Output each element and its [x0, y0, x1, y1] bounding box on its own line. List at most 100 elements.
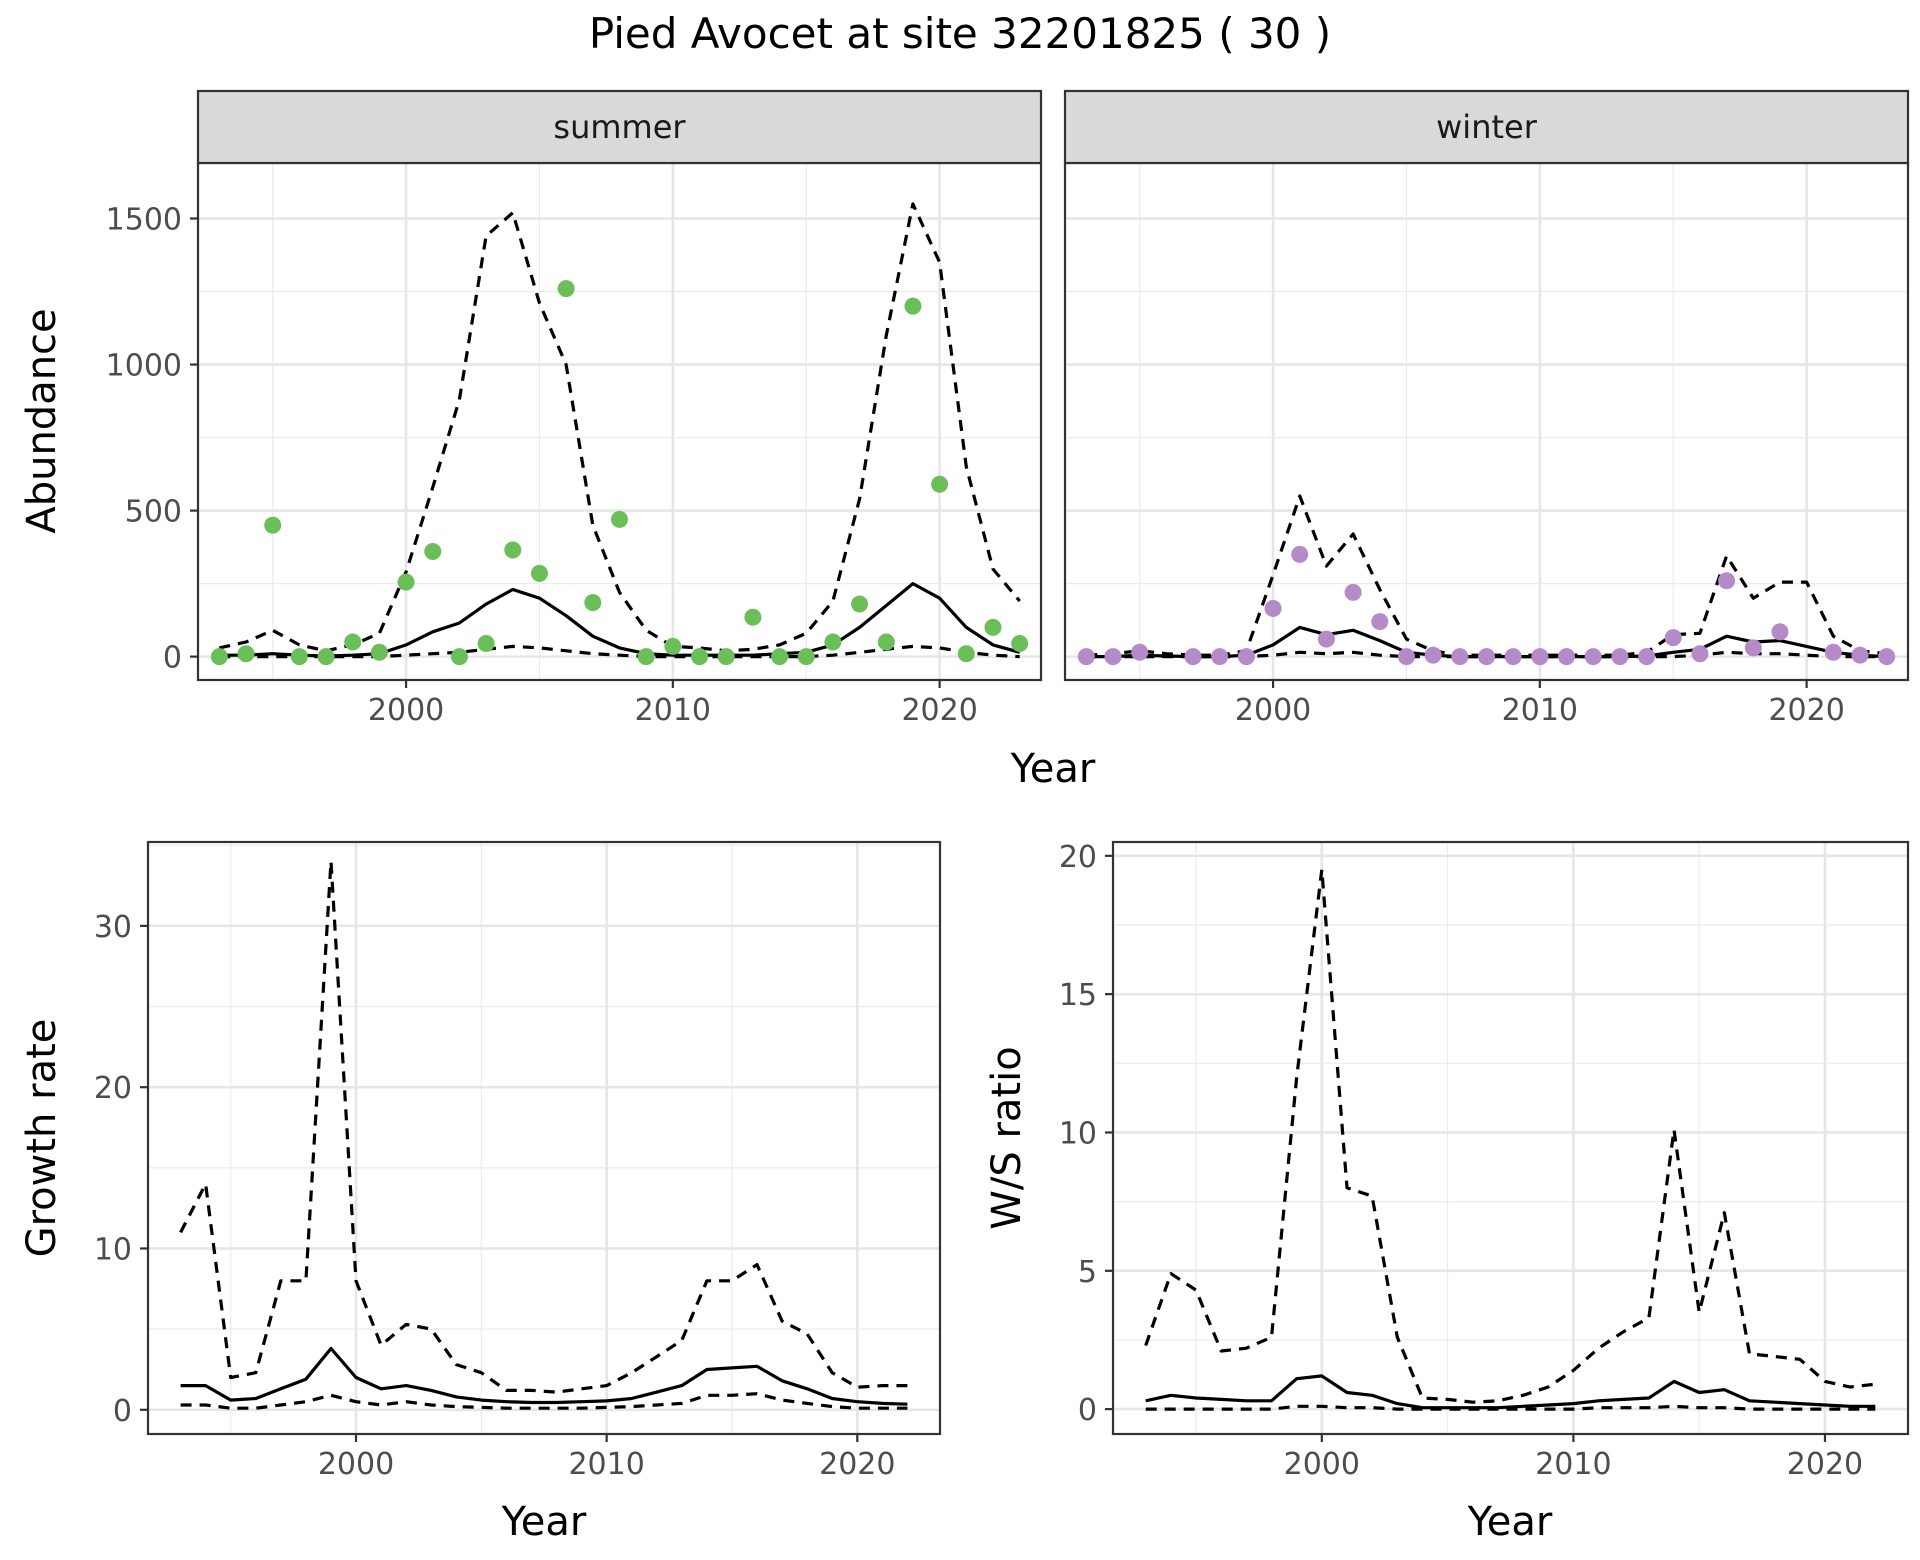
- abundance-winter-observed-point: [1558, 648, 1576, 666]
- abundance-summer-observed-point: [984, 618, 1002, 636]
- ratio-y-tick-label: 5: [1078, 1255, 1097, 1290]
- abundance-winter-panel: winter 2000 2010 2020: [1063, 89, 1910, 728]
- abundance-winter-observed-point: [1237, 648, 1255, 666]
- abundance-winter-x-tick-label: 2010: [1502, 693, 1578, 728]
- abundance-summer-panel: summer 2000 2010 2020 0 500 1000 1500: [106, 89, 1043, 728]
- growth-x-tick-label: 2010: [568, 1447, 644, 1482]
- abundance-summer-observed-point: [530, 564, 548, 582]
- abundance-winter-observed-point: [1104, 648, 1122, 666]
- growth-y-tick-label: 10: [94, 1232, 132, 1267]
- abundance-winter-observed-point: [1291, 545, 1309, 563]
- abundance-summer-observed-point: [424, 542, 442, 560]
- ratio-series-median-line: [1145, 1374, 1876, 1410]
- abundance-summer-y-tick-label: 0: [163, 641, 182, 676]
- growth-panel: 2000 2010 2020 0 10 20 30: [94, 840, 942, 1482]
- abundance-summer-observed-point: [1011, 634, 1029, 652]
- abundance-summer-observed-point: [264, 516, 282, 534]
- abundance-summer-observed-point: [344, 633, 362, 651]
- ratio-x-tick-label: 2020: [1787, 1447, 1863, 1482]
- abundance-summer-x-tick-label: 2000: [368, 693, 444, 728]
- abundance-winter-panel-border: [1063, 161, 1910, 682]
- abundance-summer-panel-border: [196, 161, 1043, 682]
- abundance-summer-observed-point: [744, 608, 762, 626]
- abundance-winter-observed-point: [1771, 623, 1789, 641]
- abundance-winter-observed-point: [1451, 648, 1469, 666]
- abundance-summer-y-tick-label: 1500: [106, 202, 182, 237]
- abundance-summer-observed-point: [691, 648, 709, 666]
- abundance-winter-observed-point: [1584, 648, 1602, 666]
- abundance-summer-observed-point: [824, 633, 842, 651]
- abundance-summer-observed-point: [904, 297, 922, 315]
- abundance-winter-observed-point: [1397, 648, 1415, 666]
- abundance-winter-observed-point: [1264, 599, 1282, 617]
- abundance-winter-observed-point: [1131, 643, 1149, 661]
- ratio-x-tick-label: 2000: [1284, 1447, 1360, 1482]
- abundance-summer-observed-point: [584, 594, 602, 612]
- abundance-winter-observed-point: [1744, 639, 1762, 657]
- chart-title: Pied Avocet at site 32201825 ( 30 ): [589, 9, 1331, 58]
- abundance-summer-observed-point: [504, 541, 522, 559]
- abundance-winter-observed-point: [1878, 648, 1896, 666]
- abundance-summer-observed-point: [370, 643, 388, 661]
- abundance-summer-observed-point: [664, 637, 682, 655]
- ratio-x-tick-label: 2010: [1535, 1447, 1611, 1482]
- abundance-winter-observed-point: [1184, 648, 1202, 666]
- growth-y-axis-title: Growth rate: [19, 1019, 65, 1258]
- abundance-summer-observed-point: [611, 510, 628, 528]
- abundance-summer-observed-point: [210, 648, 228, 666]
- abundance-winter-observed-point: [1691, 645, 1709, 663]
- abundance-winter-observed-point: [1824, 643, 1842, 661]
- abundance-summer-x-tick-label: 2010: [635, 693, 711, 728]
- ratio-y-tick-label: 0: [1078, 1393, 1097, 1428]
- growth-y-tick-label: 20: [94, 1071, 132, 1106]
- abundance-winter-series-upper-line: [1086, 494, 1887, 657]
- abundance-summer-y-tick-label: 500: [125, 495, 182, 530]
- abundance-x-axis-title: Year: [1010, 746, 1096, 792]
- abundance-winter-strip: [1063, 89, 1910, 165]
- abundance-summer-observed-point: [851, 595, 869, 613]
- ratio-y-axis-title: W/S ratio: [984, 1046, 1030, 1229]
- abundance-winter-observed-point: [1531, 648, 1549, 666]
- abundance-summer-strip: [196, 89, 1043, 165]
- abundance-winter-observed-point: [1851, 646, 1869, 664]
- abundance-summer-observed-point: [557, 280, 575, 298]
- abundance-winter-observed-point: [1611, 648, 1629, 666]
- abundance-winter-observed-point: [1371, 613, 1389, 631]
- abundance-winter-observed-point: [1718, 572, 1736, 590]
- growth-y-tick-label: 30: [94, 910, 132, 945]
- abundance-winter-x-tick-label: 2000: [1235, 693, 1311, 728]
- abundance-summer-observed-point: [637, 648, 655, 666]
- ratio-x-axis-title: Year: [1467, 1499, 1553, 1545]
- abundance-winter-observed-point: [1317, 630, 1335, 648]
- growth-y-tick-label: 0: [113, 1394, 132, 1429]
- abundance-winter-observed-point: [1211, 648, 1229, 666]
- abundance-summer-observed-point: [397, 573, 415, 591]
- abundance-winter-observed-point: [1638, 648, 1656, 666]
- abundance-winter-observed-point: [1664, 629, 1682, 647]
- ratio-series-upper-line: [1144, 868, 1876, 1404]
- abundance-y-axis-title: Abundance: [19, 308, 65, 533]
- growth-series-lower-line: [180, 1392, 908, 1410]
- abundance-summer-observed-point: [237, 645, 255, 663]
- abundance-summer-observed-point: [957, 645, 975, 663]
- abundance-summer-observed-point: [450, 648, 468, 666]
- ratio-y-tick-label: 15: [1059, 978, 1097, 1013]
- abundance-summer-x-tick-label: 2020: [901, 693, 977, 728]
- ratio-y-tick-label: 20: [1059, 840, 1097, 875]
- growth-x-axis-title: Year: [501, 1499, 587, 1545]
- ratio-series-lower-line: [1145, 1404, 1876, 1411]
- growth-series-upper-line: [179, 859, 908, 1394]
- abundance-winter-observed-point: [1424, 646, 1442, 664]
- abundance-summer-observed-point: [290, 648, 308, 666]
- abundance-summer-observed-point: [931, 475, 949, 493]
- abundance-summer-observed-point: [317, 648, 335, 666]
- ratio-panel-border: [1111, 840, 1910, 1436]
- abundance-summer-observed-point: [797, 648, 815, 666]
- ratio-panel: 2000 2010 2020 0 5 10 15 20: [1059, 840, 1910, 1482]
- abundance-winter-observed-point: [1344, 583, 1362, 601]
- abundance-summer-observed-point: [877, 633, 895, 651]
- growth-x-tick-label: 2020: [819, 1447, 895, 1482]
- abundance-winter-observed-point: [1504, 648, 1522, 666]
- abundance-summer-observed-point: [477, 634, 495, 652]
